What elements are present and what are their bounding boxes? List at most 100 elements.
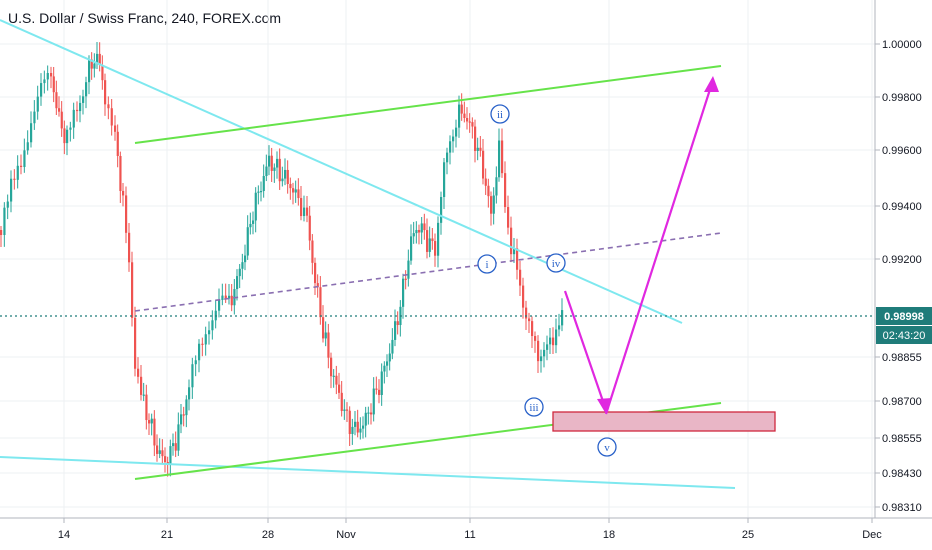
candle-body <box>131 262 134 318</box>
candle-body <box>137 368 140 377</box>
candle-body <box>383 365 386 372</box>
wave-label-iii: iii <box>524 397 544 417</box>
price-tick-label: 0.98555 <box>882 433 922 445</box>
candle-body <box>30 123 33 143</box>
candle-body <box>224 295 227 299</box>
candle-body <box>471 122 474 127</box>
candle-body <box>107 104 110 109</box>
candle-body <box>128 232 131 263</box>
candle-body <box>412 233 415 237</box>
candle-body <box>96 53 99 64</box>
candle-body <box>561 310 564 326</box>
candle-body <box>362 425 365 429</box>
candle-body <box>407 260 410 279</box>
candle-body <box>63 128 66 144</box>
candle-body <box>72 109 75 128</box>
candle-body <box>158 450 161 454</box>
target-zone <box>552 411 776 432</box>
candle-body <box>476 147 479 151</box>
candle-body <box>543 349 546 357</box>
candle-body <box>346 409 349 411</box>
candle-body <box>60 111 63 129</box>
candle-body <box>460 104 463 114</box>
time-tick-label: 28 <box>262 529 274 541</box>
wave-label-i: i <box>477 254 497 274</box>
candle-body <box>354 421 357 427</box>
price-tick-label: 0.98700 <box>882 396 922 408</box>
candle-body <box>90 59 93 69</box>
current-price-badge: 0.98998 <box>876 307 932 325</box>
candle-body <box>278 158 281 182</box>
grid <box>0 0 875 518</box>
candle-body <box>468 121 471 123</box>
candle-body <box>55 92 58 109</box>
candle-body <box>356 421 359 433</box>
svg-text:iv: iv <box>552 258 561 270</box>
candle-body <box>504 173 507 208</box>
candle-body <box>528 318 531 322</box>
countdown-badge: 02:43:20 <box>876 326 932 344</box>
candle-body <box>85 82 88 97</box>
candle-body <box>16 165 19 180</box>
candle-body <box>142 394 145 396</box>
candle-body <box>364 412 367 426</box>
candle-body <box>300 198 303 217</box>
candle-body <box>241 262 244 269</box>
candle-body <box>43 79 46 84</box>
candle-body <box>418 229 421 233</box>
cyan-upper-trendline <box>0 19 683 324</box>
candle-body <box>415 229 418 234</box>
candle-body <box>388 353 391 362</box>
candle-body <box>249 223 252 228</box>
candle-body <box>218 299 221 311</box>
candle-body <box>367 412 370 414</box>
candle-body <box>330 357 333 377</box>
candle-body <box>431 238 434 242</box>
candle-body <box>335 375 338 385</box>
candle-body <box>534 336 537 341</box>
candle-body <box>20 165 23 168</box>
candle-body <box>501 140 504 174</box>
candle-body <box>404 278 407 280</box>
candle-body <box>396 321 399 326</box>
candle-body <box>458 104 461 128</box>
time-tick-label: 18 <box>603 529 615 541</box>
candle-body <box>348 410 351 435</box>
candle-body <box>177 424 180 451</box>
candle-body <box>498 140 501 178</box>
candle-body <box>58 108 61 112</box>
candle-body <box>36 96 39 112</box>
candle-body <box>452 136 455 142</box>
candle-body <box>324 332 327 339</box>
candle-body <box>104 80 107 105</box>
candle-body <box>402 278 405 307</box>
candle-body <box>386 361 389 366</box>
candle-body <box>314 262 317 284</box>
candle-body <box>510 227 513 255</box>
candle-body <box>332 375 335 377</box>
candle-body <box>507 207 510 228</box>
candle-body <box>487 185 490 197</box>
price-tick-label: 0.98310 <box>882 502 922 514</box>
candle-body <box>101 65 104 81</box>
candle-body <box>303 207 306 217</box>
candle-body <box>140 376 143 395</box>
candle-body <box>265 166 268 177</box>
candle-body <box>66 129 69 144</box>
candle-body <box>286 169 289 184</box>
candle-body <box>156 445 159 454</box>
candle-body <box>236 276 239 290</box>
candle-body <box>516 248 519 270</box>
candle-body <box>33 111 36 124</box>
candle-body <box>466 117 469 122</box>
candle-body <box>372 388 375 415</box>
candle-body <box>6 201 9 208</box>
candle-body <box>479 147 482 151</box>
candle-body <box>316 283 319 288</box>
candle-body <box>148 420 151 424</box>
candle-body <box>423 223 426 231</box>
candle-body <box>134 317 137 369</box>
